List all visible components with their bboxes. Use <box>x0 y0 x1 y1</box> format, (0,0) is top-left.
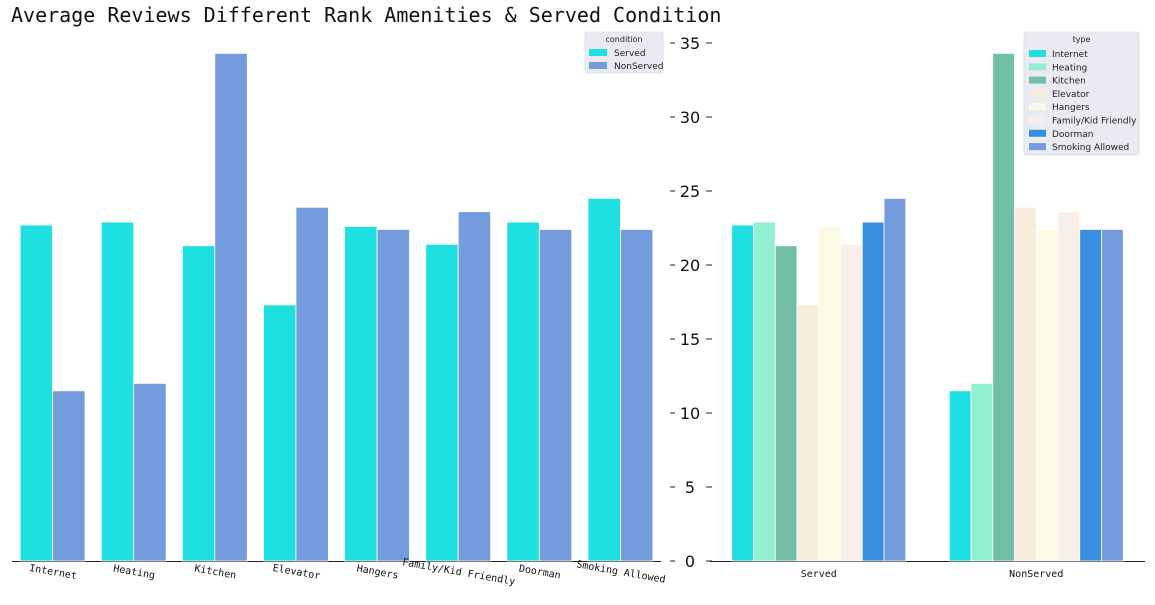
right-legend-label: Family/Kid Friendly <box>1052 117 1137 127</box>
left-x-tick-label: Doorman <box>518 563 561 581</box>
left-legend-label: NonServed <box>614 62 663 72</box>
bar-nonserved-family-kid-friendly <box>1057 211 1081 562</box>
right-legend-swatch-heating <box>1029 63 1046 71</box>
left-x-tick-label: Elevator <box>272 563 321 582</box>
right-legend-label: Kitchen <box>1052 77 1086 87</box>
left-x-tick-label: Smoking Allowed <box>575 559 666 586</box>
right-legend-swatch-family-kid-friendly <box>1029 116 1046 124</box>
bar-served-smoking-allowed <box>883 197 907 562</box>
left-legend-swatch-nonserved <box>589 62 607 69</box>
right-legend-title: type <box>1073 35 1091 44</box>
bar-served-internet <box>731 224 754 562</box>
y-tick-label: 35 <box>680 34 700 53</box>
right-legend-label: Smoking Allowed <box>1052 143 1129 153</box>
left-x-tick-label: Hangers <box>356 563 399 581</box>
right-legend-label: Hangers <box>1052 103 1090 113</box>
bar-served-elevator <box>796 304 820 562</box>
bar-family-kid-friendly-nonserved <box>457 211 492 562</box>
bar-served-doorman <box>861 221 885 562</box>
y-tick-label: 0 <box>685 552 695 571</box>
bar-nonserved-elevator <box>1014 206 1037 562</box>
bar-elevator-nonserved <box>295 206 329 562</box>
bar-heating-nonserved <box>133 382 167 562</box>
bar-nonserved-smoking-allowed <box>1101 229 1124 562</box>
left-legend-swatch-served <box>589 49 607 56</box>
bar-nonserved-doorman <box>1079 229 1102 562</box>
bar-elevator-served <box>263 304 297 562</box>
bar-internet-served <box>19 224 53 562</box>
bar-served-heating <box>753 221 776 562</box>
bar-hangers-nonserved <box>376 229 410 562</box>
right-legend-swatch-doorman <box>1029 129 1046 137</box>
left-legend-title: condition <box>606 35 643 44</box>
right-legend-label: Elevator <box>1052 90 1090 100</box>
y-tick-label: 30 <box>680 108 700 127</box>
bar-kitchen-nonserved <box>214 52 248 562</box>
y-tick-label: 10 <box>680 404 700 423</box>
right-x-tick-label: Served <box>801 569 837 580</box>
left-legend-label: Served <box>614 49 646 59</box>
bar-internet-nonserved <box>52 390 86 562</box>
y-tick-label: 25 <box>680 182 700 201</box>
chart-title: Average Reviews Different Rank Amenities… <box>11 3 722 27</box>
right-legend-swatch-elevator <box>1029 89 1046 97</box>
right-legend-label: Doorman <box>1052 130 1093 140</box>
right-legend-label: Heating <box>1052 63 1087 73</box>
right-legend-label: Internet <box>1052 50 1088 60</box>
bar-nonserved-hangers <box>1035 229 1059 562</box>
right-legend-swatch-hangers <box>1029 103 1046 111</box>
bar-smoking-allowed-nonserved <box>620 229 654 562</box>
bar-served-kitchen <box>774 245 798 562</box>
bar-smoking-allowed-served <box>587 197 621 562</box>
left-x-tick-label: Internet <box>28 563 77 582</box>
bar-family-kid-friendly-served <box>425 243 459 562</box>
left-x-tick-label: Kitchen <box>194 563 237 581</box>
right-legend-swatch-kitchen <box>1029 76 1046 84</box>
left-x-tick-label: Heating <box>112 563 155 581</box>
right-legend-box <box>1023 31 1140 156</box>
right-legend-swatch-internet <box>1029 50 1046 57</box>
bar-doorman-served <box>506 221 540 562</box>
bar-nonserved-internet <box>948 390 972 562</box>
bar-served-family-kid-friendly <box>840 243 863 562</box>
bar-heating-served <box>100 221 135 562</box>
y-tick-label: 5 <box>685 478 695 497</box>
bar-served-hangers <box>818 226 841 562</box>
bar-nonserved-heating <box>970 382 994 562</box>
bar-doorman-nonserved <box>538 229 573 562</box>
right-legend-swatch-smoking-allowed <box>1029 143 1046 151</box>
y-tick-label: 15 <box>680 330 700 349</box>
bar-kitchen-served <box>181 245 216 562</box>
bar-nonserved-kitchen <box>992 52 1015 562</box>
y-tick-label: 20 <box>680 256 700 275</box>
bar-hangers-served <box>344 226 378 562</box>
right-x-tick-label: NonServed <box>1009 569 1063 580</box>
